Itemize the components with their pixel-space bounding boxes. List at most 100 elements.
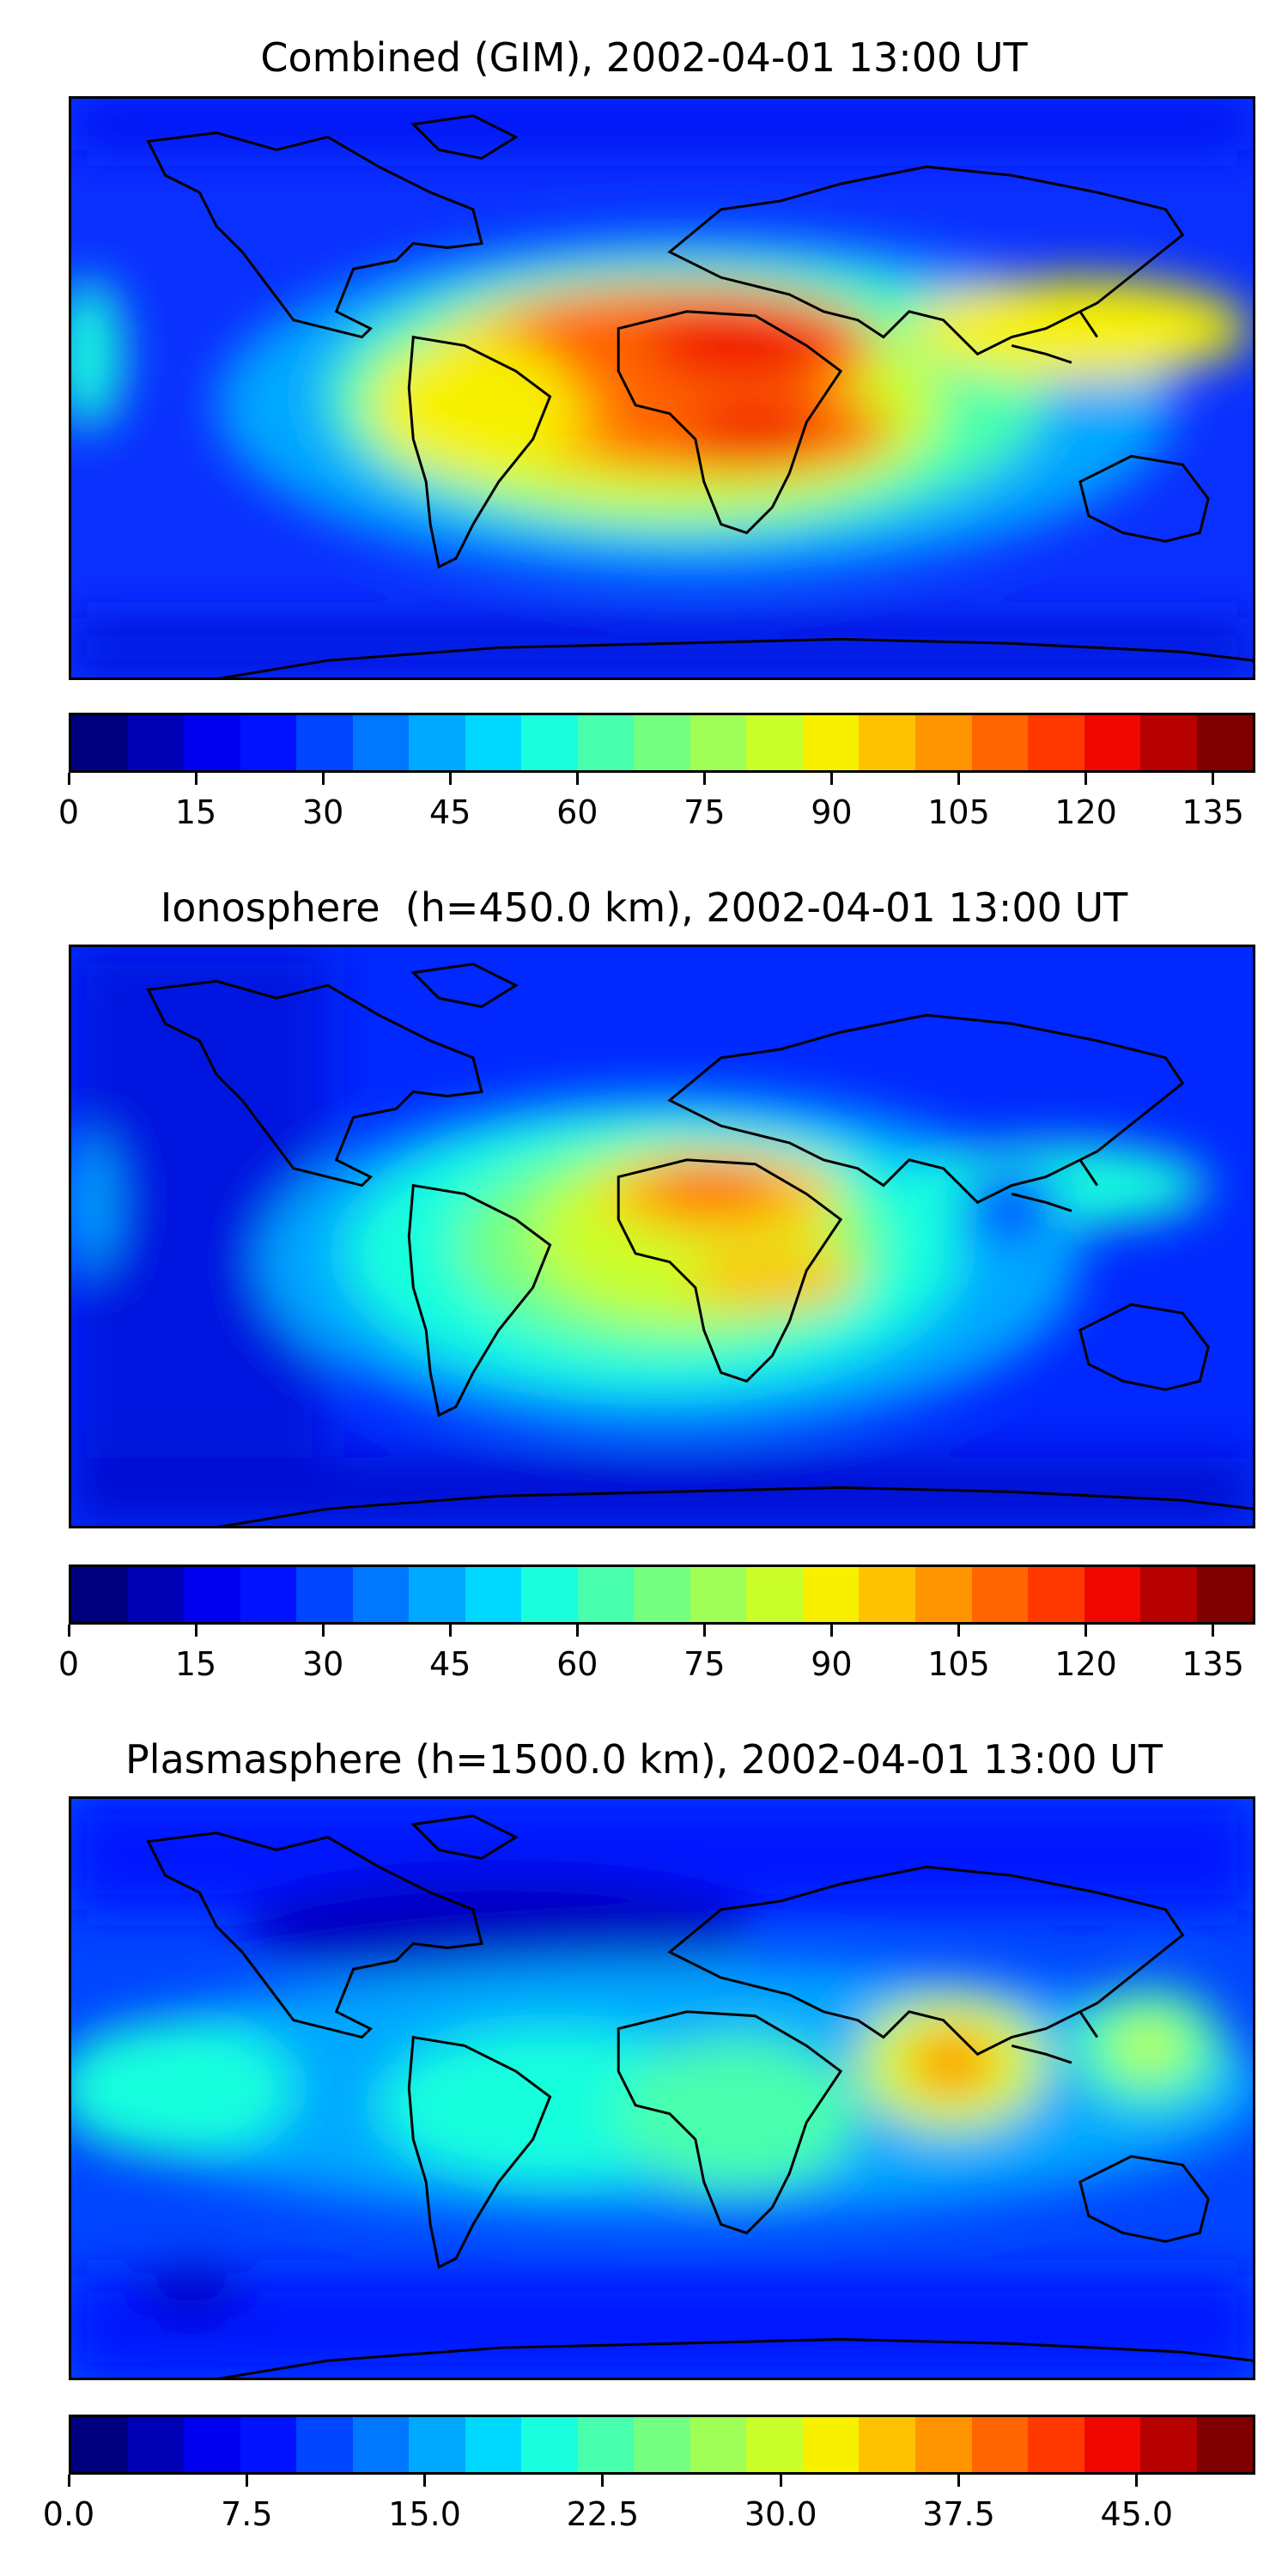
panel-title-plasmasphere: Plasmasphere (h=1500.0 km), 2002-04-01 1… [125, 1736, 1163, 1783]
colorbar-segment [634, 2417, 690, 2472]
colorbar-tick-label: 0 [58, 1645, 80, 1683]
panel-title-ionosphere: Ionosphere (h=450.0 km), 2002-04-01 13:0… [160, 884, 1128, 931]
colorbar-tick [575, 773, 579, 785]
colorbar-segment [971, 2417, 1029, 2472]
colorbar-tick [67, 2475, 70, 2487]
colorbar-tick-label: 0.0 [42, 2495, 95, 2533]
colorbar-segment [296, 1567, 353, 1622]
colorbar-segment [690, 2417, 747, 2472]
colorbar-tick-label: 45 [429, 793, 471, 831]
colorbar-tick-label: 60 [556, 793, 598, 831]
colorbar-plasmasphere [69, 2415, 1255, 2475]
colorbar-segment [71, 2417, 128, 2472]
colorbar-tick-label: 90 [811, 793, 853, 831]
colorbar-tick [1212, 1625, 1215, 1637]
colorbar-tick-label: 75 [683, 793, 726, 831]
colorbar-tick-label: 105 [927, 1645, 990, 1683]
colorbar-tick-label: 30.0 [744, 2495, 817, 2533]
coastlines [146, 114, 1253, 677]
colorbar-segment [1140, 2417, 1197, 2472]
colorbar-segment [802, 1567, 860, 1622]
colorbar-segment [71, 1567, 128, 1622]
colorbar-tick [601, 2475, 605, 2487]
colorbar-ticks-combined: 0 15 30 45 60 75 90 105 120 135 [58, 773, 1255, 831]
colorbar-tick [448, 1625, 452, 1637]
colorbar-segment [240, 1567, 297, 1622]
colorbar-segment [521, 715, 578, 770]
colorbar-ticks-ionosphere: 0 15 30 45 60 75 90 105 120 135 [58, 1625, 1255, 1683]
colorbar-tick [1212, 773, 1215, 785]
colorbar-tick-label: 120 [1054, 1645, 1117, 1683]
colorbar-tick [702, 1625, 706, 1637]
colorbar-segment [409, 2417, 465, 2472]
colorbar-tick [423, 2475, 427, 2487]
colorbar-segment [971, 1567, 1029, 1622]
colorbar-tick-label: 30 [301, 1645, 344, 1683]
colorbar-tick [702, 773, 706, 785]
colorbar-segment [184, 2417, 240, 2472]
coastlines [146, 963, 1253, 1526]
colorbar-tick [1084, 1625, 1088, 1637]
colorbar-tick-label: 0 [58, 793, 80, 831]
colorbar-segment [296, 2417, 353, 2472]
colorbar-tick [829, 773, 833, 785]
colorbar-segment [296, 715, 353, 770]
colorbar-segment [746, 715, 803, 770]
colorbar-tick-label: 90 [811, 1645, 853, 1683]
colorbar-tick-label: 37.5 [922, 2495, 995, 2533]
colorbar-segment [634, 1567, 690, 1622]
colorbar-segment [352, 1567, 410, 1622]
colorbar-segment [409, 1567, 465, 1622]
panel-title-combined: Combined (GIM), 2002-04-01 13:00 UT [260, 34, 1028, 81]
colorbar-segment [1196, 1567, 1254, 1622]
colorbar-segment [71, 715, 128, 770]
colorbar-tick [829, 1625, 833, 1637]
colorbar-segment [465, 715, 522, 770]
colorbar-segment [127, 715, 185, 770]
colorbar-segment [465, 1567, 522, 1622]
colorbar-tick-label: 105 [927, 793, 990, 831]
colorbar-tick [957, 773, 960, 785]
colorbar-segment [465, 2417, 522, 2472]
colorbar-tick-label: 60 [556, 1645, 598, 1683]
colorbar-tick-label: 45 [429, 1645, 471, 1683]
colorbar-segment [184, 715, 240, 770]
colorbar-tick-label: 75 [683, 1645, 726, 1683]
colorbar-segment [127, 1567, 185, 1622]
colorbar-segment [1140, 1567, 1197, 1622]
colorbar-tick [1084, 773, 1088, 785]
colorbar-tick-label: 15 [174, 1645, 217, 1683]
colorbar-segment [577, 715, 635, 770]
colorbar-ionosphere [69, 1564, 1255, 1625]
colorbar-ticks-plasmasphere: 0.0 7.5 15.0 22.5 30.0 37.5 45.0 [43, 2475, 1255, 2533]
colorbar-tick [321, 1625, 325, 1637]
colorbar-segment [634, 715, 690, 770]
tec-map-ionosphere [71, 947, 1253, 1526]
colorbar-tick [67, 773, 70, 785]
colorbar-segment [859, 2417, 915, 2472]
colorbar-tick [245, 2475, 248, 2487]
colorbar-tick [321, 773, 325, 785]
colorbar-segment [690, 715, 747, 770]
colorbar-segment [971, 715, 1029, 770]
colorbar-segment [240, 715, 297, 770]
colorbar-tick [957, 1625, 960, 1637]
map-combined [69, 96, 1255, 680]
map-plasmasphere [69, 1796, 1255, 2380]
colorbar-combined [69, 713, 1255, 773]
colorbar-tick-label: 45.0 [1100, 2495, 1174, 2533]
colorbar-tick-label: 120 [1054, 793, 1117, 831]
colorbar-segment [914, 2417, 972, 2472]
colorbar-segment [859, 1567, 915, 1622]
colorbar-segment [1028, 2417, 1084, 2472]
colorbar-segment [409, 715, 465, 770]
map-ionosphere [69, 945, 1255, 1528]
colorbar-tick [448, 773, 452, 785]
colorbar-segment [184, 1567, 240, 1622]
colorbar-tick-label: 15.0 [388, 2495, 461, 2533]
colorbar-tick [194, 1625, 197, 1637]
colorbar-tick [67, 1625, 70, 1637]
colorbar-segment [1028, 715, 1084, 770]
colorbar-segment [1084, 1567, 1141, 1622]
colorbar-segment [1084, 715, 1141, 770]
